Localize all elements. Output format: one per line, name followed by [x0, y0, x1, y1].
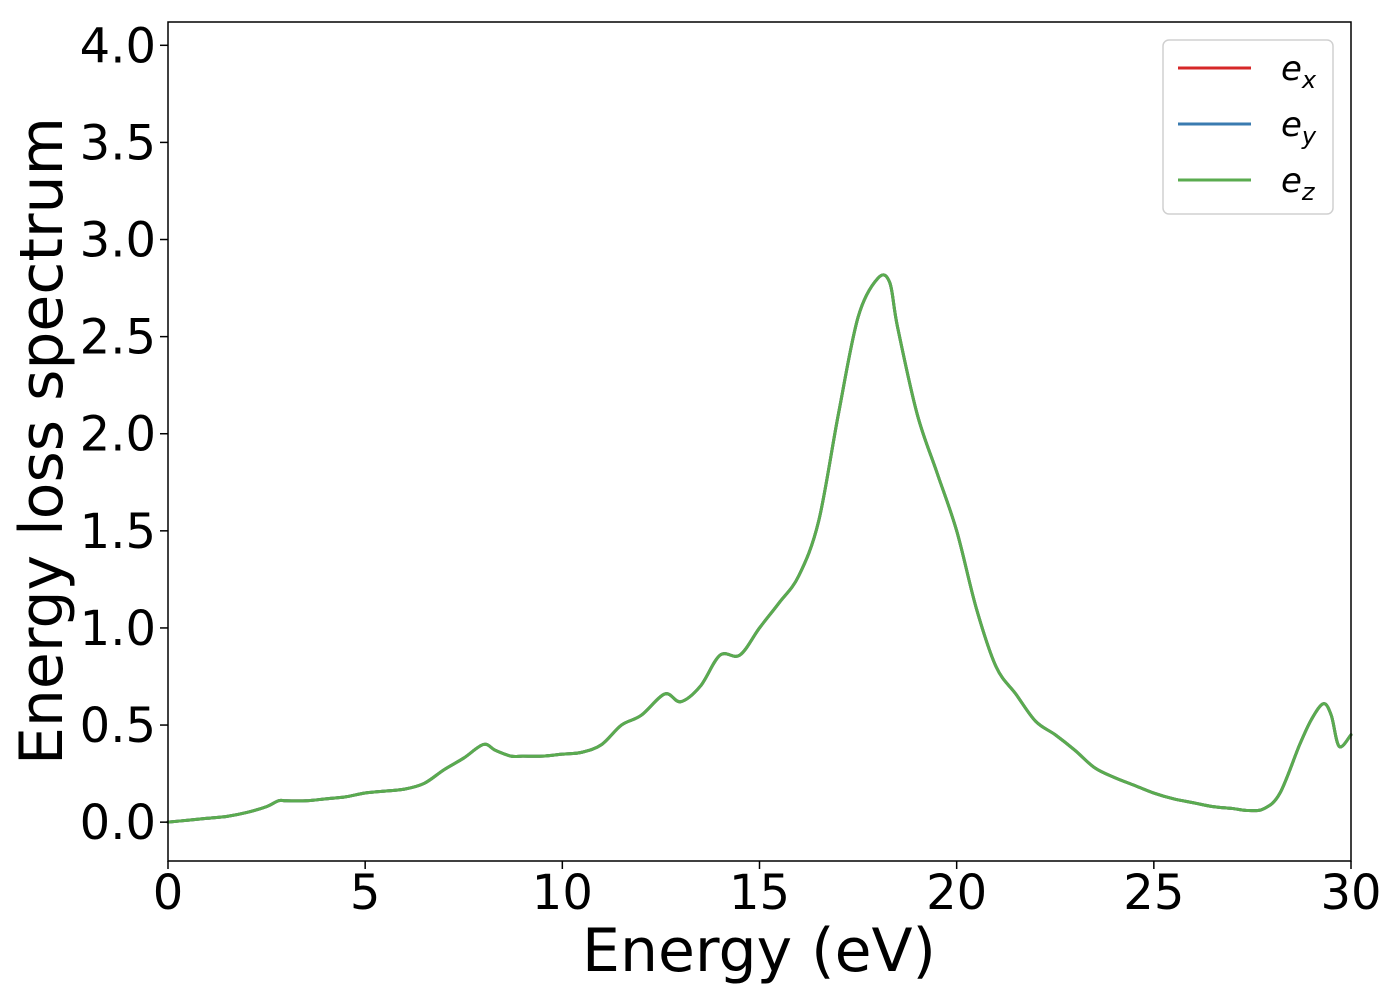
- legend-box: [1162, 39, 1334, 215]
- x-tick-label: 25: [1123, 865, 1184, 921]
- legend-label-subscript: x: [1301, 66, 1317, 94]
- legend-label-y: ey: [1281, 105, 1317, 150]
- legend-label-x: ex: [1281, 49, 1317, 94]
- x-axis: 0 5 10 15 20 25 30: [153, 861, 1382, 921]
- legend-label-subscript: z: [1301, 178, 1316, 206]
- y-tick-label: 1.5: [80, 504, 156, 560]
- legend-label-base: e: [1281, 161, 1302, 201]
- series-layer: [166, 273, 1353, 824]
- legend-label-z: ez: [1281, 161, 1316, 206]
- x-tick-label: 0: [153, 865, 184, 921]
- x-tick-label: 15: [729, 865, 790, 921]
- legend-label-subscript: y: [1301, 122, 1317, 150]
- legend-label-base: e: [1281, 105, 1302, 145]
- series-line-z: [166, 273, 1353, 824]
- x-tick-label: 5: [350, 865, 381, 921]
- x-axis-title: Energy (eV): [582, 916, 936, 986]
- y-axis: 0.0 0.5 1.0 1.5 2.0 2.5 3.0 3.5 4.0: [80, 18, 168, 851]
- x-tick-label: 30: [1320, 865, 1381, 921]
- y-tick-label: 2.5: [80, 310, 156, 366]
- legend-label-base: e: [1281, 49, 1302, 89]
- y-tick-label: 3.0: [80, 213, 156, 269]
- y-tick-label: 4.0: [80, 18, 156, 74]
- y-tick-label: 1.0: [80, 601, 156, 657]
- y-tick-label: 3.5: [80, 115, 156, 171]
- y-tick-label: 2.0: [80, 407, 156, 463]
- y-tick-label: 0.5: [80, 698, 156, 754]
- x-tick-label: 20: [926, 865, 987, 921]
- y-axis-title: Energy loss spectrum: [7, 117, 77, 765]
- x-tick-label: 10: [532, 865, 593, 921]
- y-tick-label: 0.0: [80, 795, 156, 851]
